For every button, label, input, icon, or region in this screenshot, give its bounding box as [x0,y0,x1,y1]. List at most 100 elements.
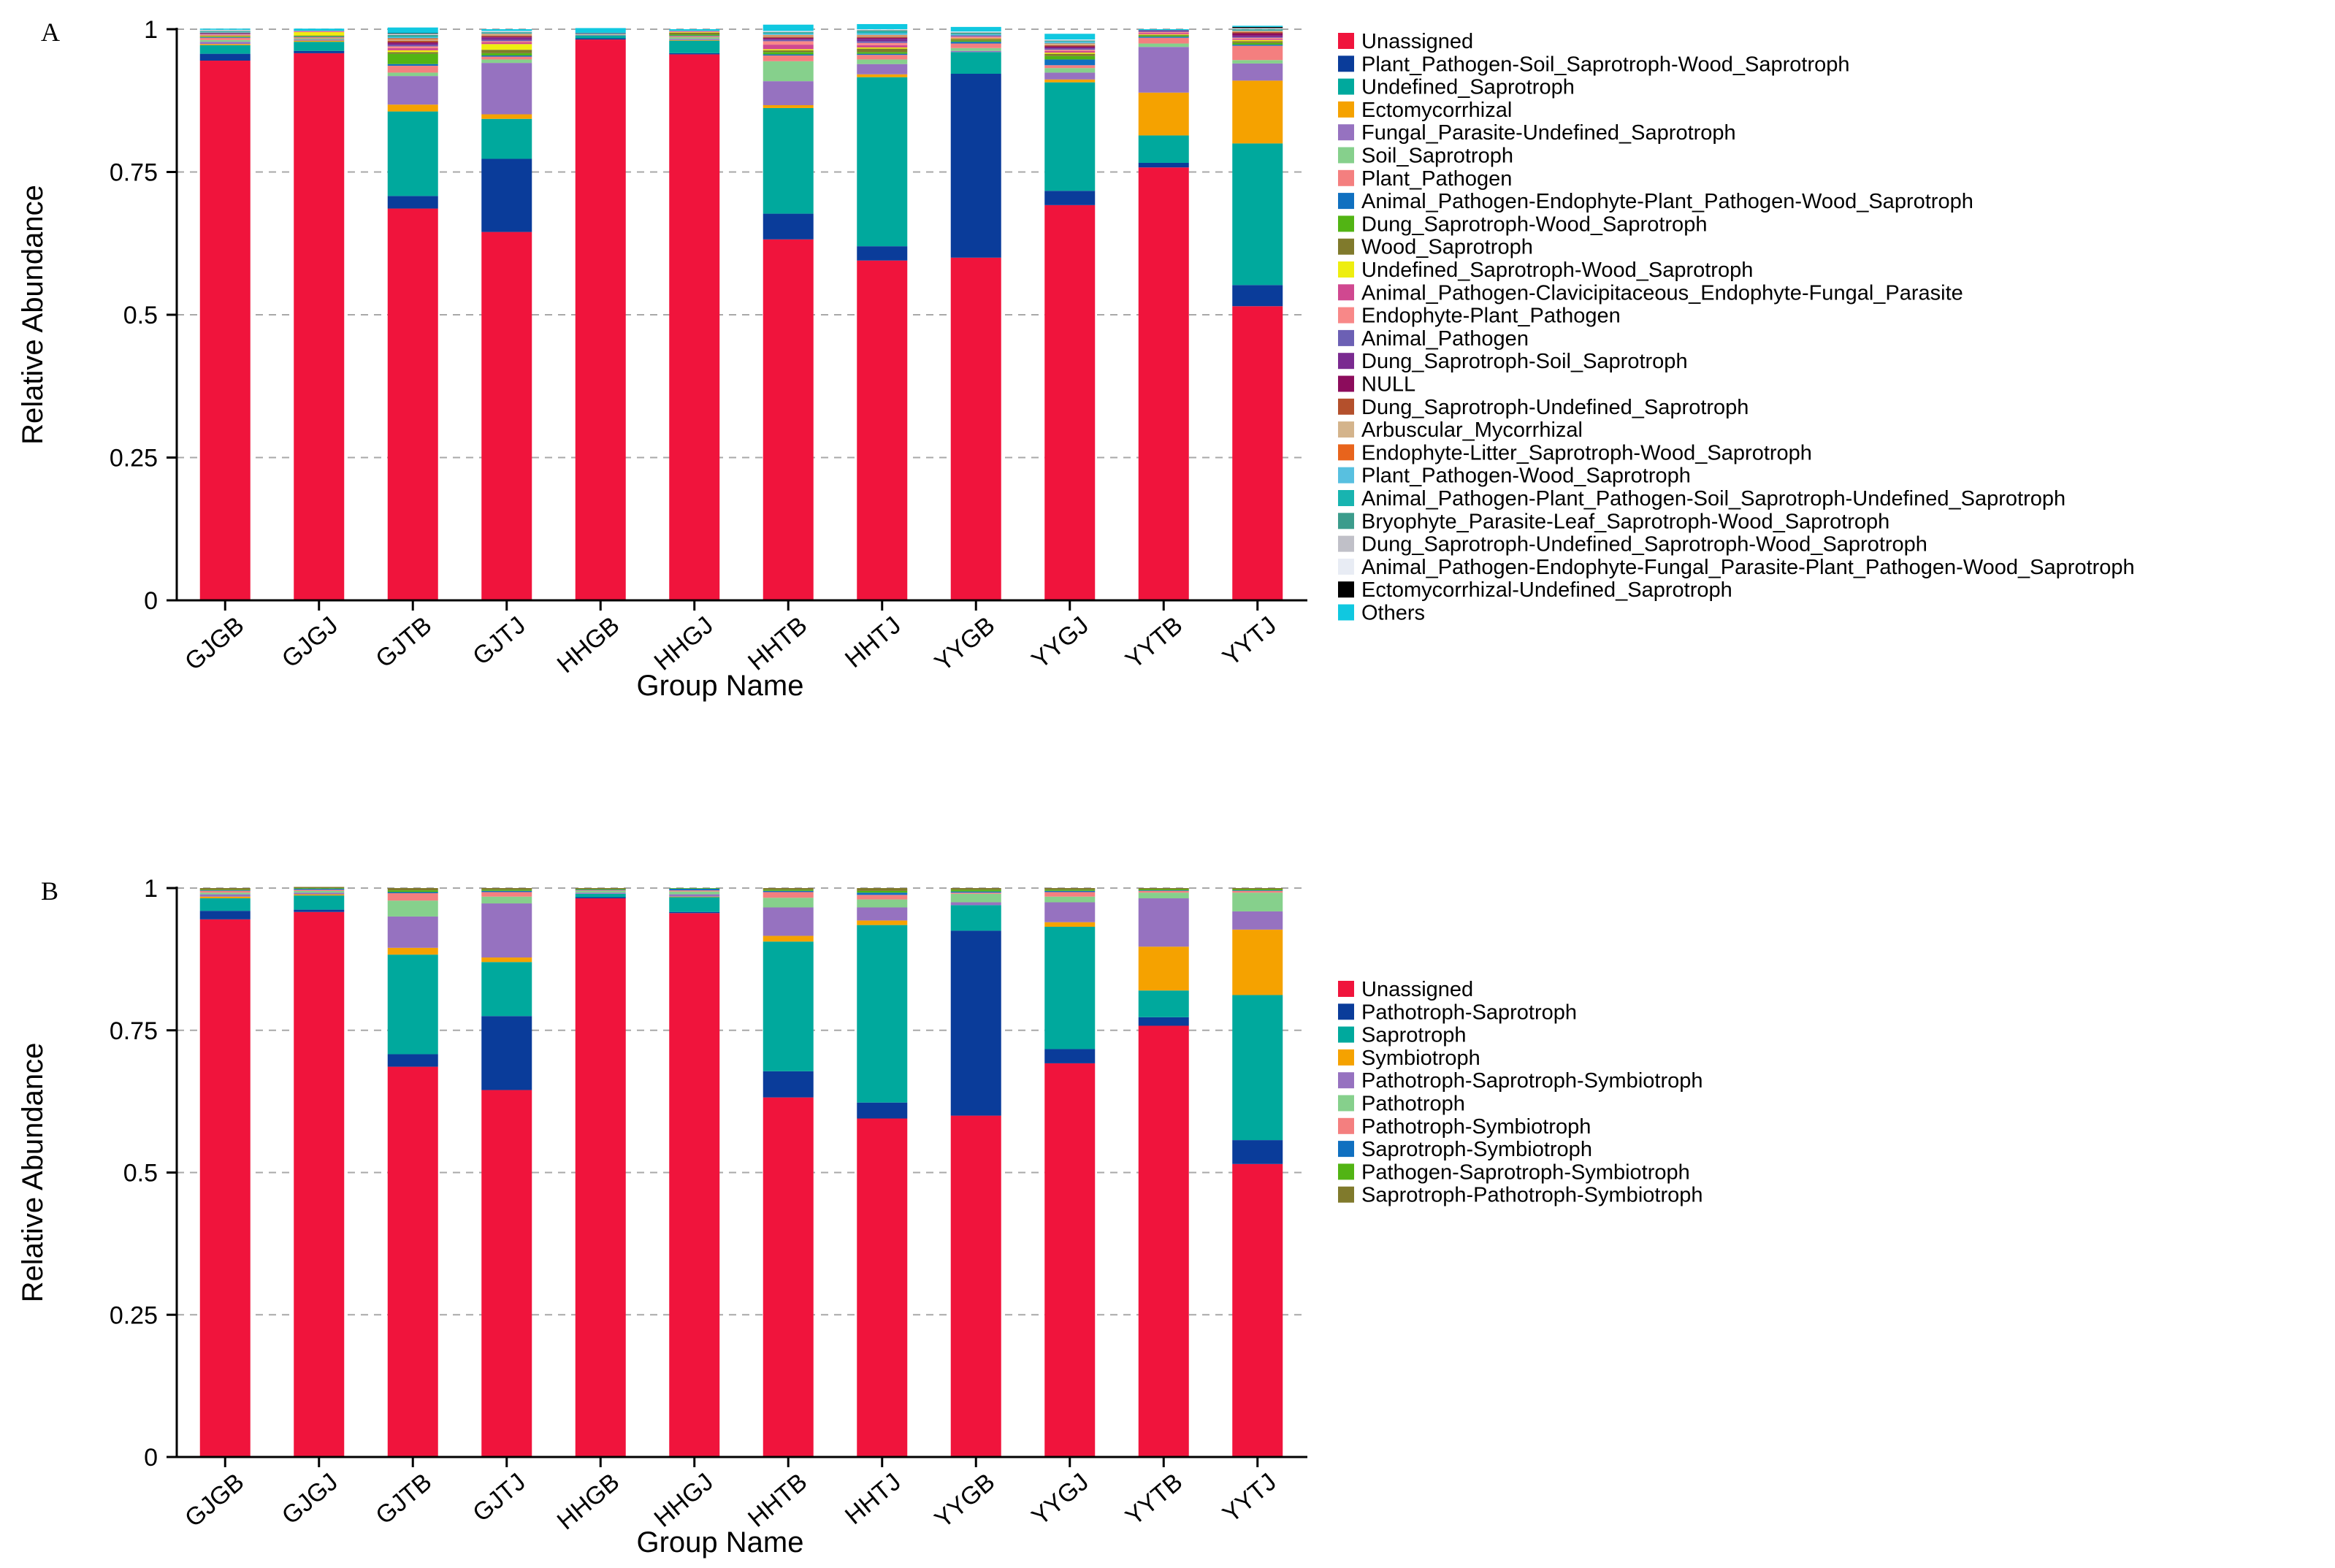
bar-segment [669,39,720,41]
legend-label: Dung_Saprotroph-Wood_Saprotroph [1361,213,1707,236]
x-tick-label: GJGB [180,611,249,676]
y-tick-label: 1 [144,875,158,903]
bar-segment [1138,31,1189,34]
legend-label: Animal_Pathogen-Clavicipitaceous_Endophy… [1361,281,1963,305]
bar-segment [763,81,814,106]
bar-segment [387,46,438,48]
bar-segment [481,37,532,38]
bar-segment [763,52,814,55]
bar-segment [481,1016,532,1090]
bar-segment [481,42,532,45]
bar-segment [950,31,1001,32]
bar-segment [857,30,908,32]
legend-swatch [1338,444,1354,461]
bar-segment [1138,47,1189,93]
bar-segment [387,52,438,54]
bar-segment [1138,135,1189,163]
bar-segment [387,111,438,196]
bar-segment [857,246,908,261]
bar-segment [1044,34,1096,40]
x-tick-label: GJTJ [467,1468,531,1527]
y-tick-label: 0.5 [123,1160,158,1188]
bar-segment [1232,63,1283,81]
x-tick-label: HHTJ [840,611,906,673]
bar-segment [1232,890,1283,893]
bar-segment [387,43,438,45]
bar-segment [1138,1017,1189,1026]
legend-swatch [1338,215,1354,232]
bar-segment [1232,60,1283,64]
bar-segment [1138,34,1189,35]
bar-segment [481,888,532,890]
bar-segment [857,33,908,35]
bar-segment [857,31,908,34]
bar-segment [950,1115,1001,1457]
bar-segment [1044,1063,1096,1457]
bar-segment [199,61,251,600]
bar-segment [857,892,908,895]
bar-segment [857,74,908,77]
bar-segment [481,890,532,891]
bar-segment [857,59,908,64]
x-tick-label: HHGJ [649,611,719,676]
bar-segment [1044,48,1096,50]
x-tick-label: GJTB [370,611,437,673]
bar-segment [199,911,251,919]
y-axis-title: Relative Abundance [17,185,49,445]
bar-segment [1138,167,1189,600]
y-tick-label: 0 [144,1444,158,1472]
bar-segment [763,1071,814,1098]
bar-segment [1232,31,1283,34]
bar-segment [387,66,438,73]
y-tick-label: 0 [144,587,158,615]
bar-segment [857,29,908,30]
bar-segment [669,890,720,892]
bar-segment [857,39,908,42]
x-tick-label: YYTJ [1218,1468,1282,1529]
bar-segment [199,53,251,61]
legend-swatch [1338,193,1354,210]
legend-swatch [1338,284,1354,301]
x-tick-label: YYGB [930,1468,1001,1534]
bar-segment [950,35,1001,37]
bar-segment [763,941,814,1071]
bar-segment [950,891,1001,893]
legend-label: Bryophyte_Parasite-Leaf_Saprotroph-Wood_… [1361,510,1889,533]
bar-segment [763,61,814,82]
bar-segment [1232,306,1283,600]
bar-segment [199,44,251,45]
bar-segment [1138,990,1189,1017]
bar-segment [1138,92,1189,136]
bar-segment [199,896,251,899]
bar-segment [763,892,814,898]
bar-segment [294,39,345,41]
bar-segment [669,34,720,36]
bar-segment [763,37,814,38]
legend-swatch [1338,1095,1354,1112]
legend-label: Saprotroph-Pathotroph-Symbiotroph [1361,1184,1702,1207]
legend-swatch [1338,1186,1354,1203]
bar-segment [294,38,345,40]
bar-segment [669,897,720,912]
bar-segment [294,895,345,910]
bar-segment [1044,82,1096,191]
bar-segment [857,41,908,43]
legend-swatch [1338,535,1354,552]
bar-segment [950,893,1001,903]
bar-segment [294,37,345,39]
panel-label-b: B [41,876,58,906]
bar-segment [669,913,720,1457]
legend-swatch [1338,1072,1354,1089]
bar-segment [950,888,1001,890]
bar-segment [199,34,251,35]
bar-segment [669,894,720,897]
bar-segment [950,34,1001,36]
bar-segment [1044,56,1096,60]
bar-segment [481,892,532,897]
bar-segment [387,890,438,892]
bar-segment [294,890,345,893]
bar-segment [481,34,532,36]
bar-segment [669,53,720,55]
bar-segment [857,888,908,891]
legend-swatch [1338,490,1354,506]
